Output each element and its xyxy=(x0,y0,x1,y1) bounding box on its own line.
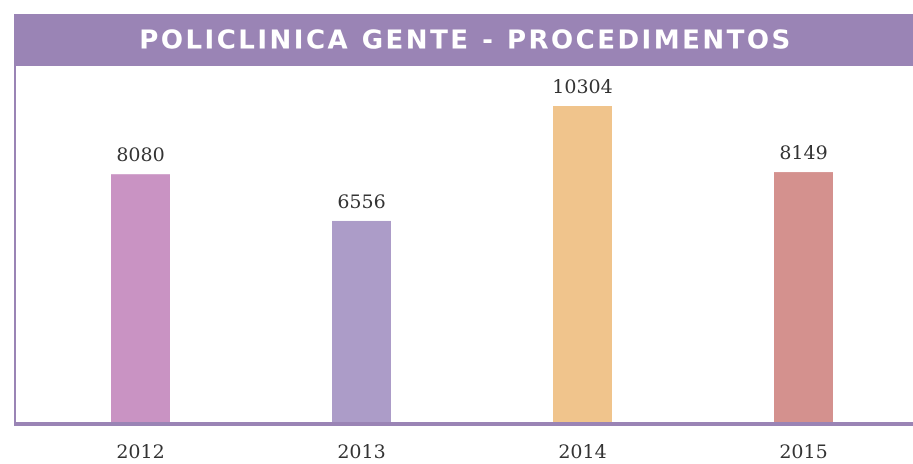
title-band xyxy=(14,14,913,66)
x-tick-label: 2013 xyxy=(337,441,385,463)
value-label: 8080 xyxy=(116,144,164,166)
bar xyxy=(111,174,170,422)
x-tick-label: 2015 xyxy=(779,441,827,463)
x-tick-label: 2014 xyxy=(558,441,606,463)
bar xyxy=(774,172,833,422)
bar xyxy=(332,220,391,422)
x-tick-label: 2012 xyxy=(116,441,164,463)
value-label: 8149 xyxy=(779,142,827,164)
value-label: 6556 xyxy=(337,191,385,213)
value-label: 10304 xyxy=(552,76,612,98)
bar xyxy=(553,106,612,422)
chart-title: POLICLINICA GENTE - PROCEDIMENTOS xyxy=(139,26,792,56)
